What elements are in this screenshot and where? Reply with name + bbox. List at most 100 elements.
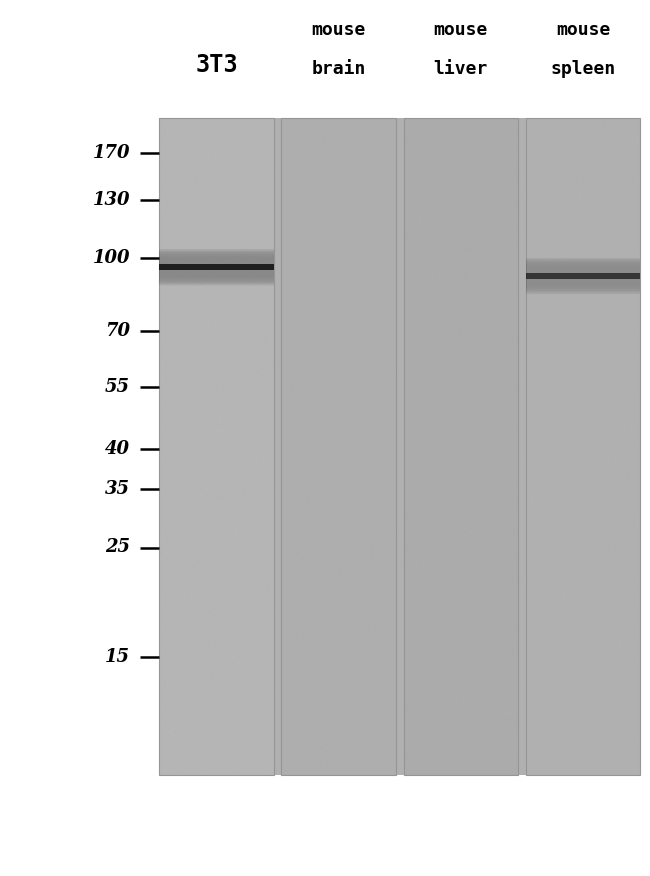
Point bbox=[200, 340, 211, 354]
Point bbox=[409, 394, 419, 408]
Point bbox=[289, 698, 299, 712]
Point bbox=[534, 179, 544, 193]
Point bbox=[213, 415, 224, 429]
Point bbox=[544, 562, 554, 576]
Point bbox=[558, 216, 569, 230]
Point bbox=[209, 339, 219, 353]
Point bbox=[530, 463, 540, 477]
Point bbox=[630, 724, 641, 738]
Point bbox=[254, 646, 265, 661]
Point bbox=[623, 156, 634, 170]
Point bbox=[489, 338, 499, 352]
Point bbox=[190, 601, 200, 615]
Point bbox=[625, 331, 636, 345]
Point bbox=[281, 648, 292, 662]
Point bbox=[408, 222, 418, 236]
Point bbox=[221, 223, 231, 237]
Point bbox=[199, 350, 209, 364]
Point bbox=[524, 618, 534, 632]
Point bbox=[249, 615, 259, 629]
Point bbox=[238, 324, 248, 338]
Point bbox=[579, 685, 590, 699]
Point bbox=[454, 378, 464, 392]
Point bbox=[421, 352, 431, 366]
Point bbox=[497, 459, 507, 473]
Point bbox=[252, 749, 263, 763]
Point bbox=[307, 235, 318, 249]
Point bbox=[421, 191, 431, 205]
Point bbox=[612, 647, 622, 661]
Point bbox=[260, 752, 270, 766]
Point bbox=[480, 453, 491, 467]
Point bbox=[633, 117, 644, 131]
Point bbox=[543, 331, 554, 345]
Point bbox=[558, 208, 569, 222]
Point bbox=[185, 684, 195, 698]
Point bbox=[580, 151, 591, 165]
Point bbox=[446, 258, 456, 272]
Point bbox=[242, 163, 252, 177]
Point bbox=[331, 595, 341, 609]
Point bbox=[440, 118, 450, 132]
Point bbox=[233, 299, 243, 313]
Point bbox=[309, 233, 320, 247]
Point bbox=[580, 131, 591, 145]
Point bbox=[450, 623, 460, 637]
Point bbox=[356, 654, 367, 668]
Point bbox=[179, 375, 189, 389]
Point bbox=[564, 406, 575, 420]
Point bbox=[252, 327, 263, 341]
Point bbox=[361, 148, 372, 162]
Point bbox=[298, 204, 308, 218]
Point bbox=[616, 731, 627, 745]
Point bbox=[356, 476, 367, 490]
Point bbox=[541, 187, 552, 201]
Point bbox=[346, 302, 357, 316]
Point bbox=[281, 505, 292, 519]
Point bbox=[183, 455, 194, 469]
Point bbox=[206, 428, 216, 442]
Point bbox=[455, 493, 465, 507]
Point bbox=[552, 198, 563, 212]
Point bbox=[387, 651, 397, 665]
Point bbox=[175, 741, 185, 755]
Point bbox=[247, 363, 257, 377]
Point bbox=[525, 476, 536, 490]
Point bbox=[255, 540, 266, 555]
Point bbox=[427, 319, 437, 333]
Point bbox=[305, 223, 315, 237]
Point bbox=[400, 745, 411, 759]
Point bbox=[369, 145, 379, 159]
Point bbox=[476, 412, 486, 426]
Point bbox=[284, 293, 294, 307]
Point bbox=[356, 228, 367, 242]
Point bbox=[157, 689, 168, 703]
Point bbox=[278, 487, 289, 501]
Point bbox=[491, 187, 502, 201]
Point bbox=[559, 559, 569, 573]
Point bbox=[453, 611, 463, 625]
Point bbox=[540, 434, 551, 449]
Point bbox=[193, 534, 203, 548]
Point bbox=[474, 559, 484, 573]
Point bbox=[411, 401, 422, 415]
Point bbox=[406, 593, 416, 607]
Point bbox=[553, 117, 564, 131]
Point bbox=[442, 683, 452, 697]
Point bbox=[214, 491, 225, 505]
Point bbox=[456, 272, 467, 286]
Point bbox=[351, 759, 361, 773]
Point bbox=[586, 418, 596, 432]
Point bbox=[434, 355, 445, 369]
Point bbox=[262, 740, 272, 754]
Point bbox=[295, 268, 306, 282]
Point bbox=[207, 450, 218, 464]
Point bbox=[214, 489, 224, 503]
Point bbox=[389, 526, 399, 540]
Point bbox=[536, 406, 546, 420]
Point bbox=[343, 210, 353, 224]
Point bbox=[326, 201, 337, 215]
Point bbox=[562, 219, 573, 233]
Point bbox=[192, 255, 203, 269]
Point bbox=[244, 568, 255, 582]
